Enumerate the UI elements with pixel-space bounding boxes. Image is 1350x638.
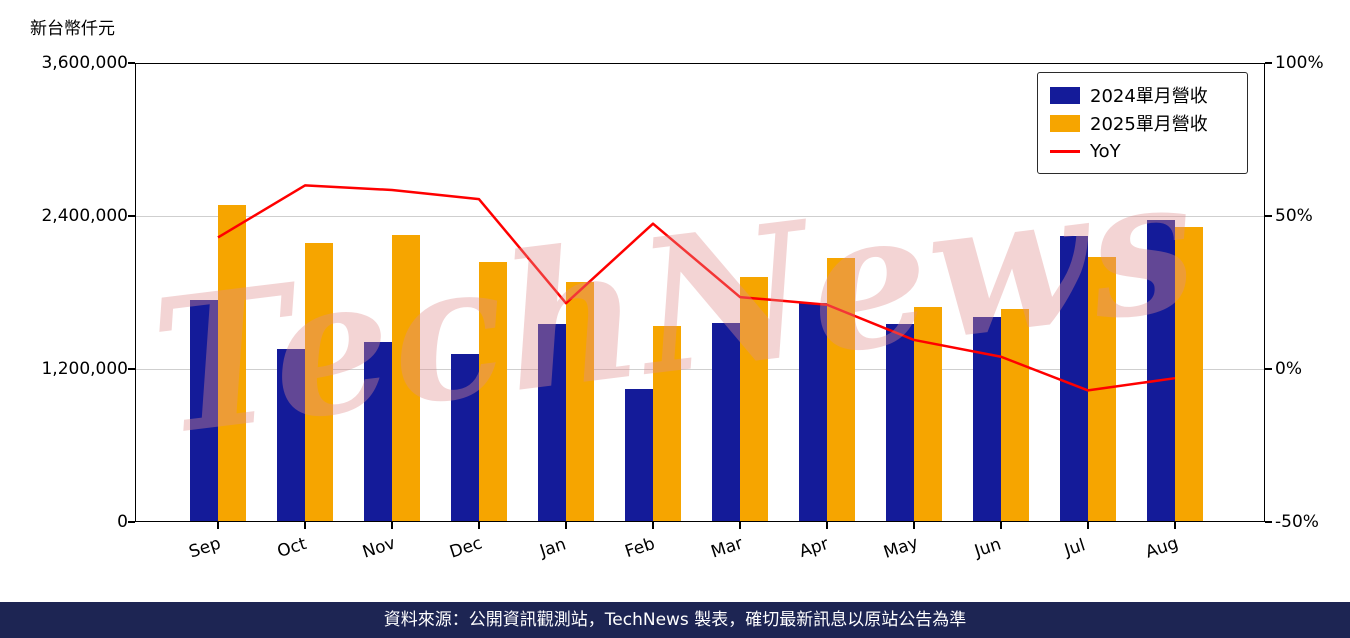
legend-swatch-yoy-line <box>1050 149 1080 153</box>
bar-2025-Apr <box>827 258 855 522</box>
legend-label-yoy: YoY <box>1090 140 1121 162</box>
bar-2024-Jul <box>1060 236 1088 522</box>
bar-2025-Feb <box>653 325 681 522</box>
bar-2025-Oct <box>305 242 333 522</box>
bar-2024-Apr <box>799 302 827 522</box>
x-axis-tick-mark <box>478 522 480 529</box>
legend-swatch-2025 <box>1050 114 1080 132</box>
x-axis-tick-mark <box>1087 522 1089 529</box>
x-axis-tick-label: Jul <box>1062 535 1088 561</box>
bar-2024-Aug <box>1147 219 1175 522</box>
bar-2025-Dec <box>479 261 507 522</box>
x-axis-tick-label: May <box>881 533 921 563</box>
legend: 2024單月營收 2025單月營收 YoY <box>1037 72 1248 174</box>
bar-2025-May <box>914 306 942 522</box>
bar-2024-Feb <box>625 389 653 522</box>
x-axis-tick-mark <box>652 522 654 529</box>
y2-axis-tick-mark <box>1265 368 1272 370</box>
y-axis-tick-mark <box>128 215 135 217</box>
bar-2024-Dec <box>451 353 479 522</box>
legend-item-2024: 2024單月營收 <box>1050 81 1235 109</box>
y-axis-tick-mark <box>128 62 135 64</box>
legend-label-2025: 2025單月營收 <box>1090 114 1208 135</box>
x-axis-tick-label: Nov <box>360 533 398 563</box>
y2-axis-tick-label: 100% <box>1275 53 1324 73</box>
x-axis-tick-label: Oct <box>274 533 310 563</box>
footer-text: 資料來源：公開資訊觀測站，TechNews 製表，確切最新訊息以原站公告為準 <box>383 610 967 630</box>
y2-axis-tick-label: -50% <box>1275 512 1319 532</box>
x-axis-tick-mark <box>304 522 306 529</box>
x-axis-tick-mark <box>826 522 828 529</box>
legend-item-yoy: YoY <box>1050 137 1235 165</box>
bar-2025-Jan <box>566 282 594 522</box>
bar-2025-Sep <box>218 204 246 522</box>
y-axis-tick-label: 2,400,000 <box>41 206 128 226</box>
x-axis-tick-label: Aug <box>1143 533 1181 563</box>
x-axis-tick-label: Jun <box>972 534 1004 562</box>
legend-item-2025: 2025單月營收 <box>1050 109 1235 137</box>
y-axis-unit-label: 新台幣仟元 <box>30 19 115 39</box>
y-axis-tick-mark <box>128 521 135 523</box>
y2-axis-tick-mark <box>1265 215 1272 217</box>
x-axis-tick-mark <box>739 522 741 529</box>
x-axis-tick-mark <box>565 522 567 529</box>
bar-2024-Mar <box>712 323 740 522</box>
bar-2025-Aug <box>1175 227 1203 522</box>
bar-2025-Nov <box>392 235 420 522</box>
bar-2024-Oct <box>277 348 305 522</box>
bar-2024-Jan <box>538 324 566 522</box>
x-axis-tick-label: Mar <box>708 533 746 563</box>
y-axis-tick-label: 0 <box>117 512 128 532</box>
y2-axis-tick-mark <box>1265 62 1272 64</box>
x-axis-tick-mark <box>1000 522 1002 529</box>
legend-swatch-2024 <box>1050 86 1080 104</box>
gridline <box>135 215 1265 217</box>
bar-2024-Jun <box>973 316 1001 522</box>
x-axis-tick-mark <box>391 522 393 529</box>
bar-2024-May <box>886 324 914 522</box>
y-axis-tick-label: 3,600,000 <box>41 53 128 73</box>
bar-2025-Jul <box>1088 256 1116 522</box>
y2-axis-tick-label: 0% <box>1275 359 1302 379</box>
x-axis-tick-label: Jan <box>537 534 569 562</box>
bar-2024-Sep <box>190 300 218 522</box>
bar-2025-Jun <box>1001 309 1029 522</box>
x-axis-tick-label: Apr <box>796 533 832 563</box>
x-axis-tick-label: Dec <box>447 533 485 563</box>
y-axis-tick-mark <box>128 368 135 370</box>
y-axis-tick-label: 1,200,000 <box>41 359 128 379</box>
x-axis-tick-mark <box>217 522 219 529</box>
x-axis-tick-mark <box>1174 522 1176 529</box>
footer-source-bar: 資料來源：公開資訊觀測站，TechNews 製表，確切最新訊息以原站公告為準 <box>0 602 1350 638</box>
y2-axis-tick-mark <box>1265 521 1272 523</box>
x-axis-tick-label: Sep <box>186 533 224 563</box>
bar-2025-Mar <box>740 277 768 522</box>
legend-label-2024: 2024單月營收 <box>1090 86 1208 107</box>
x-axis-tick-mark <box>913 522 915 529</box>
x-axis-tick-label: Feb <box>622 533 658 563</box>
y2-axis-tick-label: 50% <box>1275 206 1313 226</box>
bar-2024-Nov <box>364 342 392 522</box>
